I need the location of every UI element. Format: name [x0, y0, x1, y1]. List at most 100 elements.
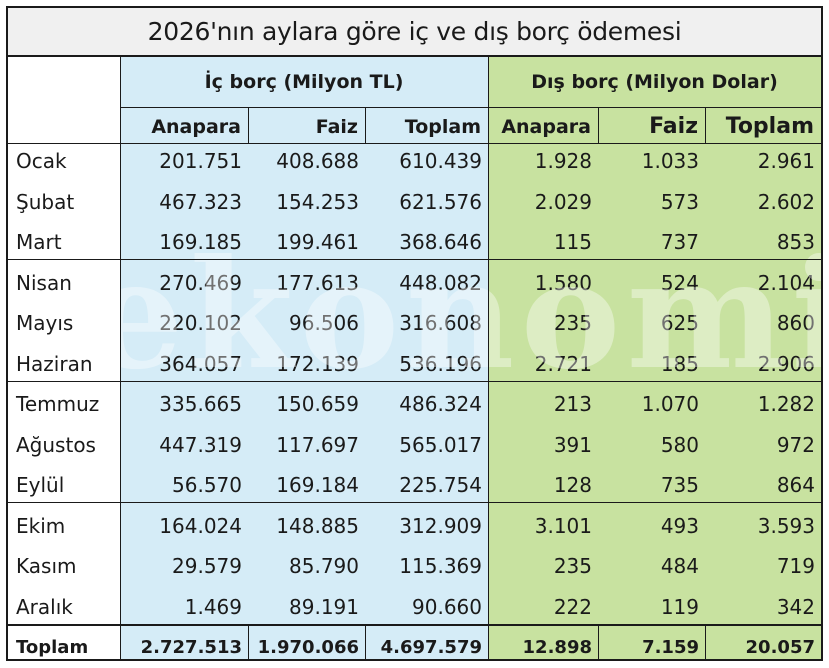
divider	[365, 107, 366, 143]
cell-dis-toplam: 2.906	[757, 352, 815, 376]
cell-ic-anapara: 467.323	[159, 190, 242, 214]
cell-dis-anapara: 235	[553, 554, 592, 578]
month-label: Ekim	[16, 514, 66, 538]
cell-ic-faiz: 117.697	[276, 433, 359, 457]
cell-dis-toplam: 2.961	[757, 149, 815, 173]
cell-ic-toplam: 565.017	[399, 433, 482, 457]
month-label: Mayıs	[16, 311, 74, 335]
total-ic-faiz: 1.970.066	[257, 637, 359, 658]
divider	[8, 381, 821, 382]
cell-dis-faiz: 1.033	[641, 149, 699, 173]
cell-dis-faiz: 493	[660, 514, 699, 538]
month-label: Haziran	[16, 352, 93, 376]
month-label: Aralık	[16, 595, 73, 619]
cell-dis-anapara: 2.029	[534, 190, 592, 214]
cell-ic-toplam: 486.324	[399, 392, 482, 416]
cell-dis-faiz: 625	[660, 311, 699, 335]
cell-dis-faiz: 185	[660, 352, 699, 376]
divider	[365, 624, 366, 659]
cell-dis-anapara: 128	[553, 473, 592, 497]
cell-ic-faiz: 148.885	[276, 514, 359, 538]
total-dis-toplam: 20.057	[745, 637, 815, 658]
cell-ic-toplam: 368.646	[399, 230, 482, 254]
col-header-dis-faiz: Faiz	[649, 114, 698, 139]
divider	[598, 624, 599, 659]
cell-dis-toplam: 719	[776, 554, 815, 578]
cell-ic-anapara: 169.185	[159, 230, 242, 254]
col-header-ic-faiz: Faiz	[315, 116, 358, 138]
cell-ic-faiz: 169.184	[276, 473, 359, 497]
cell-dis-toplam: 3.593	[757, 514, 815, 538]
month-label: Eylül	[16, 473, 65, 497]
month-label: Nisan	[16, 271, 72, 295]
divider	[8, 624, 821, 626]
cell-ic-anapara: 29.579	[172, 554, 242, 578]
cell-ic-anapara: 56.570	[172, 473, 242, 497]
divider	[248, 624, 249, 659]
cell-dis-anapara: 2.721	[534, 352, 592, 376]
cell-ic-anapara: 1.469	[184, 595, 242, 619]
col-header-dis-toplam: Toplam	[725, 114, 814, 139]
cell-ic-anapara: 164.024	[159, 514, 242, 538]
cell-dis-faiz: 1.070	[641, 392, 699, 416]
divider	[8, 259, 821, 260]
total-dis-anapara: 12.898	[522, 637, 592, 658]
cell-dis-faiz: 735	[660, 473, 699, 497]
cell-dis-faiz: 484	[660, 554, 699, 578]
cell-ic-faiz: 177.613	[276, 271, 359, 295]
divider	[705, 107, 706, 143]
dis-borc-header: Dış borç (Milyon Dolar)	[531, 71, 778, 93]
cell-dis-anapara: 235	[553, 311, 592, 335]
cell-ic-toplam: 90.660	[412, 595, 482, 619]
col-header-ic-toplam: Toplam	[404, 116, 481, 138]
col-header-dis-anapara: Anapara	[501, 116, 591, 138]
cell-ic-anapara: 220.102	[159, 311, 242, 335]
total-ic-anapara: 2.727.513	[140, 637, 242, 658]
divider	[120, 57, 121, 659]
cell-ic-faiz: 96.506	[289, 311, 359, 335]
divider	[8, 502, 821, 503]
cell-ic-faiz: 89.191	[289, 595, 359, 619]
cell-dis-anapara: 1.580	[534, 271, 592, 295]
cell-dis-faiz: 737	[660, 230, 699, 254]
cell-ic-anapara: 364.057	[159, 352, 242, 376]
divider	[8, 143, 821, 144]
ic-borc-band	[120, 57, 488, 659]
cell-ic-toplam: 536.196	[399, 352, 482, 376]
cell-dis-faiz: 524	[660, 271, 699, 295]
cell-ic-toplam: 225.754	[399, 473, 482, 497]
cell-dis-faiz: 573	[660, 190, 699, 214]
month-label: Şubat	[16, 190, 75, 214]
cell-ic-toplam: 316.608	[399, 311, 482, 335]
cell-ic-toplam: 610.439	[399, 149, 482, 173]
divider	[488, 57, 489, 659]
col-header-ic-anapara: Anapara	[151, 116, 241, 138]
cell-ic-anapara: 447.319	[159, 433, 242, 457]
table-title: 2026'nın aylara göre iç ve dış borç ödem…	[8, 8, 821, 57]
cell-dis-toplam: 342	[776, 595, 815, 619]
month-label: Ocak	[16, 149, 67, 173]
total-ic-toplam: 4.697.579	[380, 637, 482, 658]
cell-ic-anapara: 201.751	[159, 149, 242, 173]
divider	[248, 107, 249, 143]
divider	[705, 624, 706, 659]
cell-ic-toplam: 448.082	[399, 271, 482, 295]
cell-dis-anapara: 213	[553, 392, 592, 416]
cell-dis-toplam: 853	[776, 230, 815, 254]
month-label: Ağustos	[16, 433, 96, 457]
cell-dis-anapara: 1.928	[534, 149, 592, 173]
cell-ic-faiz: 408.688	[276, 149, 359, 173]
cell-dis-toplam: 2.602	[757, 190, 815, 214]
cell-dis-faiz: 119	[660, 595, 699, 619]
cell-dis-anapara: 3.101	[534, 514, 592, 538]
cell-dis-anapara: 222	[553, 595, 592, 619]
cell-ic-anapara: 270.469	[159, 271, 242, 295]
cell-ic-faiz: 85.790	[289, 554, 359, 578]
cell-ic-faiz: 154.253	[276, 190, 359, 214]
ic-borc-header: İç borç (Milyon TL)	[204, 71, 404, 93]
month-label: Temmuz	[16, 392, 100, 416]
total-dis-faiz: 7.159	[642, 637, 699, 658]
cell-dis-toplam: 1.282	[757, 392, 815, 416]
cell-ic-anapara: 335.665	[159, 392, 242, 416]
dis-borc-band	[488, 57, 821, 659]
